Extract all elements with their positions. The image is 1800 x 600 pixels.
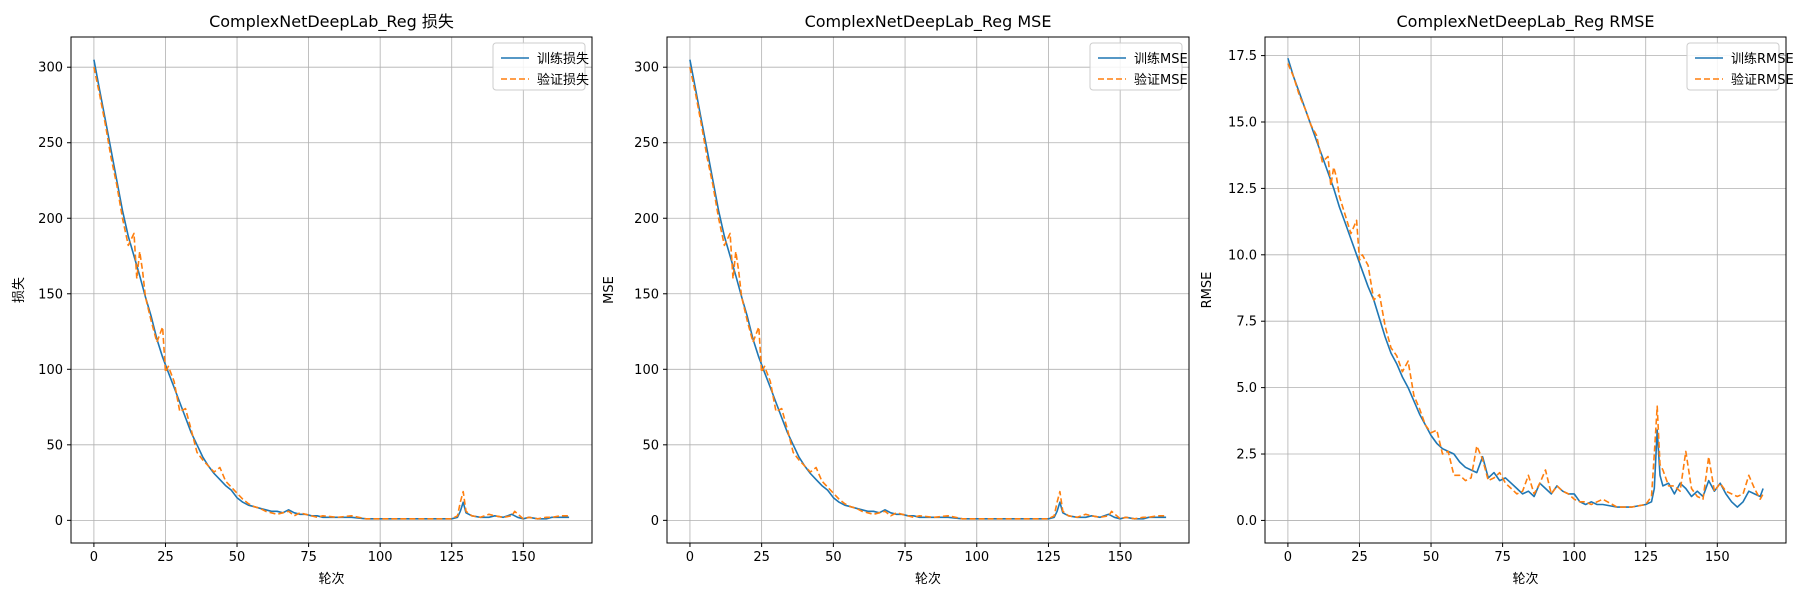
legend-label-2: 验证MSE — [1134, 72, 1188, 88]
x-tick-label: 50 — [825, 550, 842, 565]
x-tick-label: 75 — [897, 550, 914, 565]
x-tick-label: 50 — [229, 550, 246, 565]
y-tick-label: 150 — [634, 287, 659, 302]
x-axis-label: 轮次 — [1512, 571, 1538, 587]
y-tick-label: 250 — [634, 136, 659, 151]
legend: 训练RMSE 验证RMSE — [1686, 42, 1794, 91]
legend: 训练MSE 验证MSE — [1089, 42, 1188, 91]
y-tick-label: 17.5 — [1228, 49, 1257, 64]
y-tick-label: 0 — [651, 514, 659, 529]
x-tick-label: 150 — [1705, 550, 1730, 565]
x-tick-label: 0 — [686, 550, 694, 565]
x-tick-label: 50 — [1423, 550, 1440, 565]
chart-panel-2: 0 25 50 75 100 125 150 0 50 100 150 200 250 300 Comple… — [602, 12, 1190, 587]
y-tick-label: 250 — [38, 136, 63, 151]
x-tick-label: 25 — [157, 550, 174, 565]
legend-label-2: 验证损失 — [537, 72, 589, 88]
legend-label-2: 验证RMSE — [1731, 72, 1794, 88]
chart-title: ComplexNetDeepLab_Reg RMSE — [1397, 12, 1655, 32]
x-tick-label: 100 — [1562, 550, 1587, 565]
y-tick-label: 200 — [38, 212, 63, 227]
y-tick-label: 5.0 — [1236, 381, 1257, 396]
y-axis-label: RMSE — [1200, 272, 1215, 309]
series-line-2 — [1287, 63, 1764, 508]
x-tick-label: 100 — [964, 550, 989, 565]
x-tick-label: 75 — [300, 550, 317, 565]
y-tick-label: 300 — [38, 61, 63, 76]
y-axis-label: MSE — [602, 276, 617, 304]
x-axis-label: 轮次 — [915, 571, 941, 587]
x-tick-label: 25 — [1351, 550, 1368, 565]
chart-panel-3: 0 25 50 75 100 125 150 0.0 2.5 5.0 7.5 10.0 12.5 15.0… — [1200, 12, 1794, 587]
chart-title: ComplexNetDeepLab_Reg MSE — [805, 12, 1052, 32]
y-tick-label: 0 — [55, 514, 63, 529]
plot-frame — [666, 36, 1190, 544]
x-tick-label: 125 — [439, 550, 464, 565]
x-tick-label: 25 — [753, 550, 770, 565]
y-tick-label: 200 — [634, 212, 659, 227]
legend-label-1: 训练损失 — [537, 52, 589, 67]
y-tick-label: 7.5 — [1236, 315, 1257, 330]
legend-label-1: 训练MSE — [1134, 52, 1188, 67]
plot-frame — [1264, 36, 1787, 544]
y-tick-label: 50 — [46, 438, 63, 453]
y-tick-label: 12.5 — [1228, 182, 1257, 197]
y-tick-label: 150 — [38, 287, 63, 302]
x-tick-label: 150 — [1108, 550, 1133, 565]
y-tick-label: 15.0 — [1228, 115, 1257, 130]
y-tick-label: 10.0 — [1228, 248, 1257, 263]
x-tick-label: 0 — [90, 550, 98, 565]
x-tick-label: 125 — [1036, 550, 1061, 565]
x-axis-label: 轮次 — [318, 571, 344, 587]
x-tick-label: 100 — [368, 550, 393, 565]
series-line-1 — [689, 59, 1167, 520]
legend-label-1: 训练RMSE — [1731, 52, 1794, 67]
series-line-1 — [93, 59, 570, 520]
x-tick-label: 0 — [1284, 550, 1292, 565]
y-tick-label: 300 — [634, 61, 659, 76]
y-tick-label: 100 — [634, 363, 659, 378]
y-tick-label: 100 — [38, 363, 63, 378]
plot-frame — [70, 36, 593, 544]
x-tick-label: 125 — [1633, 550, 1658, 565]
chart-title: ComplexNetDeepLab_Reg 损失 — [209, 12, 454, 32]
x-tick-label: 150 — [511, 550, 536, 565]
y-tick-label: 50 — [642, 438, 659, 453]
series-line-1 — [1287, 57, 1764, 508]
y-tick-label: 2.5 — [1236, 448, 1257, 463]
series-line-2 — [689, 67, 1167, 520]
series-line-2 — [93, 67, 570, 520]
y-tick-label: 0.0 — [1236, 514, 1257, 529]
x-tick-label: 75 — [1494, 550, 1511, 565]
chart-panel-1: 0 25 50 75 100 125 150 0 50 100 150 200 250 300 Comple… — [12, 12, 593, 587]
y-axis-label: 损失 — [12, 277, 27, 303]
